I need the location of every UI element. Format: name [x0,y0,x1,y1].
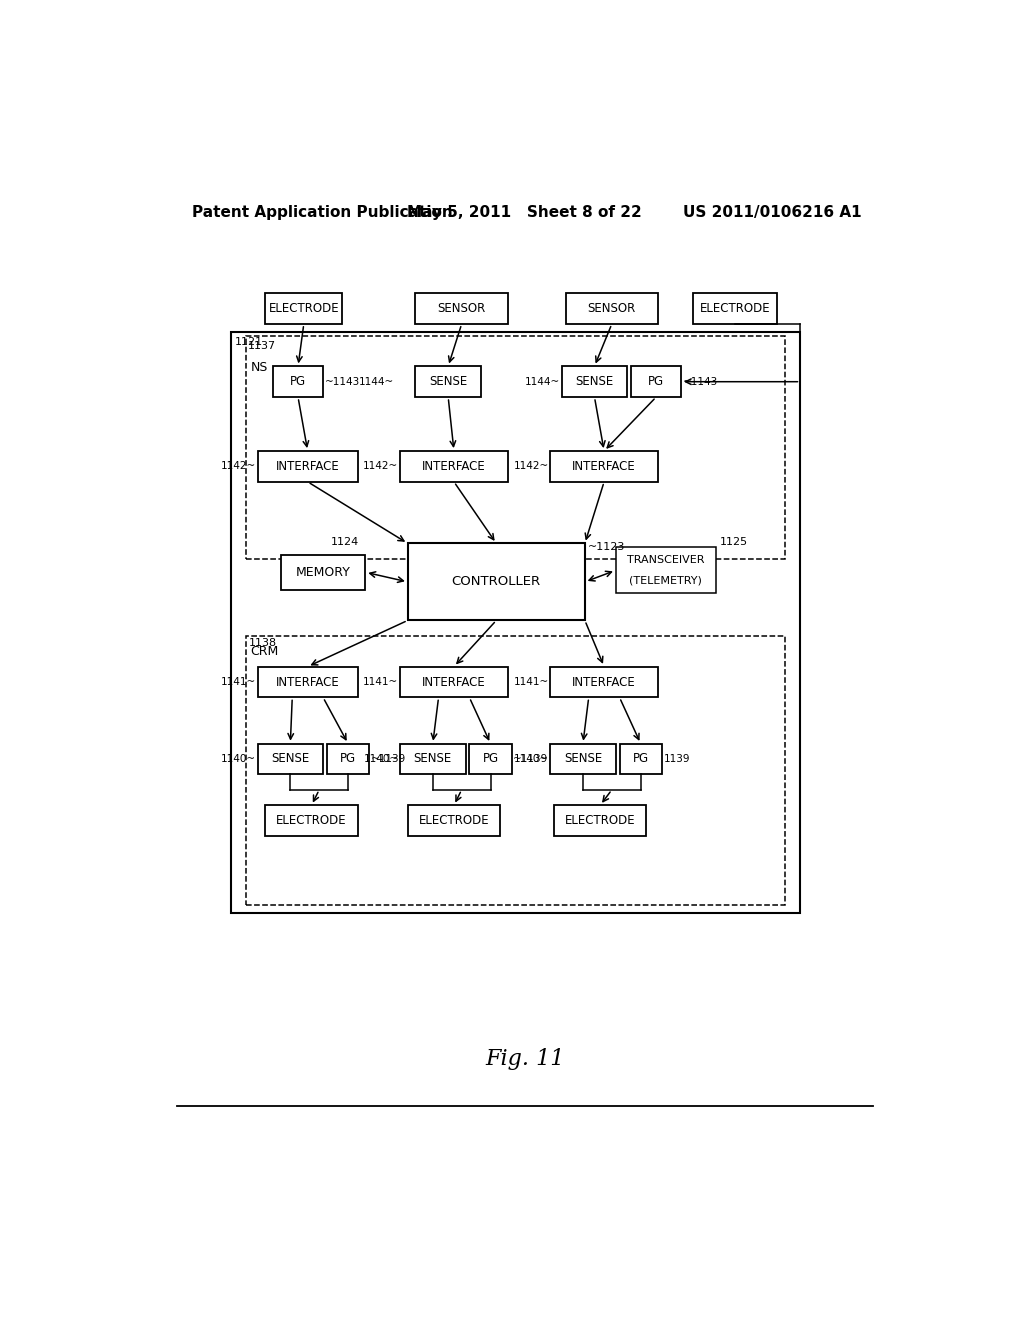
Bar [692,293,777,323]
Text: CONTROLLER: CONTROLLER [452,576,541,589]
Text: ELECTRODE: ELECTRODE [276,814,347,828]
Text: 1144~: 1144~ [358,376,394,387]
Text: 1142~: 1142~ [364,462,398,471]
Text: TRANSCEIVER: TRANSCEIVER [627,556,705,565]
Text: PG: PG [290,375,306,388]
Text: 1144~: 1144~ [525,376,560,387]
Bar [408,544,585,620]
Bar [246,636,785,906]
Bar [416,367,481,397]
Text: 1121: 1121 [234,337,262,347]
Text: ~1139: ~1139 [513,754,549,764]
Bar [631,367,681,397]
Bar [550,743,615,775]
Bar [400,667,508,697]
Text: (TELEMETRY): (TELEMETRY) [630,576,702,586]
Bar [258,667,357,697]
Bar [615,548,716,594]
Bar [265,293,342,323]
Text: 1124: 1124 [331,537,359,546]
Text: 1140~: 1140~ [514,754,549,764]
Bar [550,451,658,482]
Bar [258,743,323,775]
Bar [230,331,801,913]
Bar [416,293,508,323]
Bar [281,554,366,590]
Bar [408,805,500,836]
Bar [565,293,658,323]
Text: 1138: 1138 [249,639,278,648]
Bar [246,335,785,558]
Text: SENSE: SENSE [429,375,467,388]
Text: ELECTRODE: ELECTRODE [565,814,636,828]
Text: INTERFACE: INTERFACE [275,459,340,473]
Text: ~1139: ~1139 [371,754,407,764]
Text: NS: NS [251,362,268,375]
Text: 1141~: 1141~ [221,677,256,686]
Bar [327,743,370,775]
Text: ~1143: ~1143 [325,376,359,387]
Text: SENSOR: SENSOR [437,302,485,315]
Text: INTERFACE: INTERFACE [422,459,485,473]
Text: INTERFACE: INTERFACE [572,676,636,689]
Text: US 2011/0106216 A1: US 2011/0106216 A1 [683,205,862,220]
Bar [469,743,512,775]
Text: 1140~: 1140~ [221,754,256,764]
Text: SENSOR: SENSOR [588,302,636,315]
Text: 1125: 1125 [720,537,748,546]
Bar [554,805,646,836]
Bar [562,367,628,397]
Bar [550,667,658,697]
Text: Fig. 11: Fig. 11 [485,1048,564,1071]
Text: ELECTRODE: ELECTRODE [699,302,770,315]
Text: ~1123: ~1123 [588,543,626,552]
Text: 1141~: 1141~ [513,677,549,686]
Text: INTERFACE: INTERFACE [422,676,485,689]
Text: CRM: CRM [251,644,279,657]
Text: 1142~: 1142~ [513,462,549,471]
Text: 1141~: 1141~ [364,677,398,686]
Text: SENSE: SENSE [414,752,452,766]
Text: 1140~: 1140~ [364,754,398,764]
Text: PG: PG [648,375,665,388]
Text: 1139: 1139 [664,754,690,764]
Text: ELECTRODE: ELECTRODE [268,302,339,315]
Text: PG: PG [633,752,649,766]
Text: INTERFACE: INTERFACE [572,459,636,473]
Text: MEMORY: MEMORY [296,566,350,578]
Text: 1137: 1137 [248,341,275,351]
Text: SENSE: SENSE [564,752,602,766]
Bar [265,805,357,836]
Text: ~1143: ~1143 [683,376,718,387]
Text: 1142~: 1142~ [221,462,256,471]
Text: May 5, 2011   Sheet 8 of 22: May 5, 2011 Sheet 8 of 22 [408,205,642,220]
Text: SENSE: SENSE [271,752,309,766]
Bar [400,743,466,775]
Text: Patent Application Publication: Patent Application Publication [193,205,453,220]
Text: PG: PG [482,752,499,766]
Bar [400,451,508,482]
Bar [620,743,662,775]
Text: ELECTRODE: ELECTRODE [419,814,489,828]
Bar [273,367,323,397]
Text: PG: PG [340,752,356,766]
Text: SENSE: SENSE [575,375,613,388]
Text: INTERFACE: INTERFACE [275,676,340,689]
Bar [258,451,357,482]
